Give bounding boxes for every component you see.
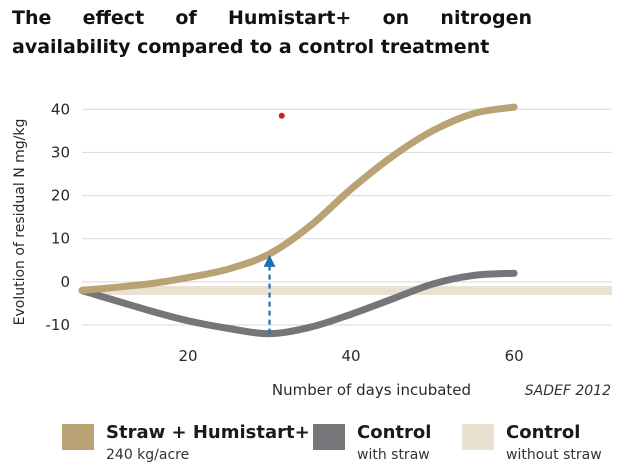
y-tick-label: 0 — [60, 273, 70, 291]
x-axis-title: Number of days incubated — [272, 381, 471, 399]
legend-label: Control — [357, 422, 432, 443]
series-line-straw-humistart — [78, 103, 518, 295]
y-tick-label: -10 — [46, 316, 71, 334]
y-tick-label: 20 — [51, 187, 70, 205]
legend-label: Control — [506, 422, 581, 443]
x-tick-label: 20 — [178, 347, 197, 365]
legend-sublabel: without straw — [506, 447, 602, 463]
x-tick-label: 60 — [505, 347, 524, 365]
arrow-annotation-head — [263, 254, 276, 267]
source-note: SADEF 2012 — [525, 383, 611, 399]
y-axis-title: Evolution of residual N mg/kg — [12, 119, 28, 326]
legend: Straw + Humistart+ 240 kg/acre Control w… — [0, 420, 639, 475]
legend-label: Straw + Humistart+ — [106, 422, 310, 443]
y-tick-label: 30 — [51, 143, 70, 161]
series-line-control-with-straw — [78, 269, 518, 338]
legend-swatch-control-without-straw — [462, 424, 494, 450]
legend-sublabel: with straw — [357, 447, 430, 463]
chart-title: The effect of Humistart+ on nitrogen ava… — [12, 7, 532, 58]
legend-swatch-control-with-straw — [313, 424, 345, 450]
x-tick-label: 40 — [342, 347, 361, 365]
y-tick-label: 10 — [51, 230, 70, 248]
legend-swatch-straw-humistart — [62, 424, 94, 450]
y-tick-label: 40 — [51, 100, 70, 118]
red-dot-marker — [278, 112, 285, 119]
chart-area: -10 0 10 20 30 40 20 40 60 Number of days incubat… — [12, 100, 612, 399]
legend-sublabel: 240 kg/acre — [106, 447, 190, 463]
